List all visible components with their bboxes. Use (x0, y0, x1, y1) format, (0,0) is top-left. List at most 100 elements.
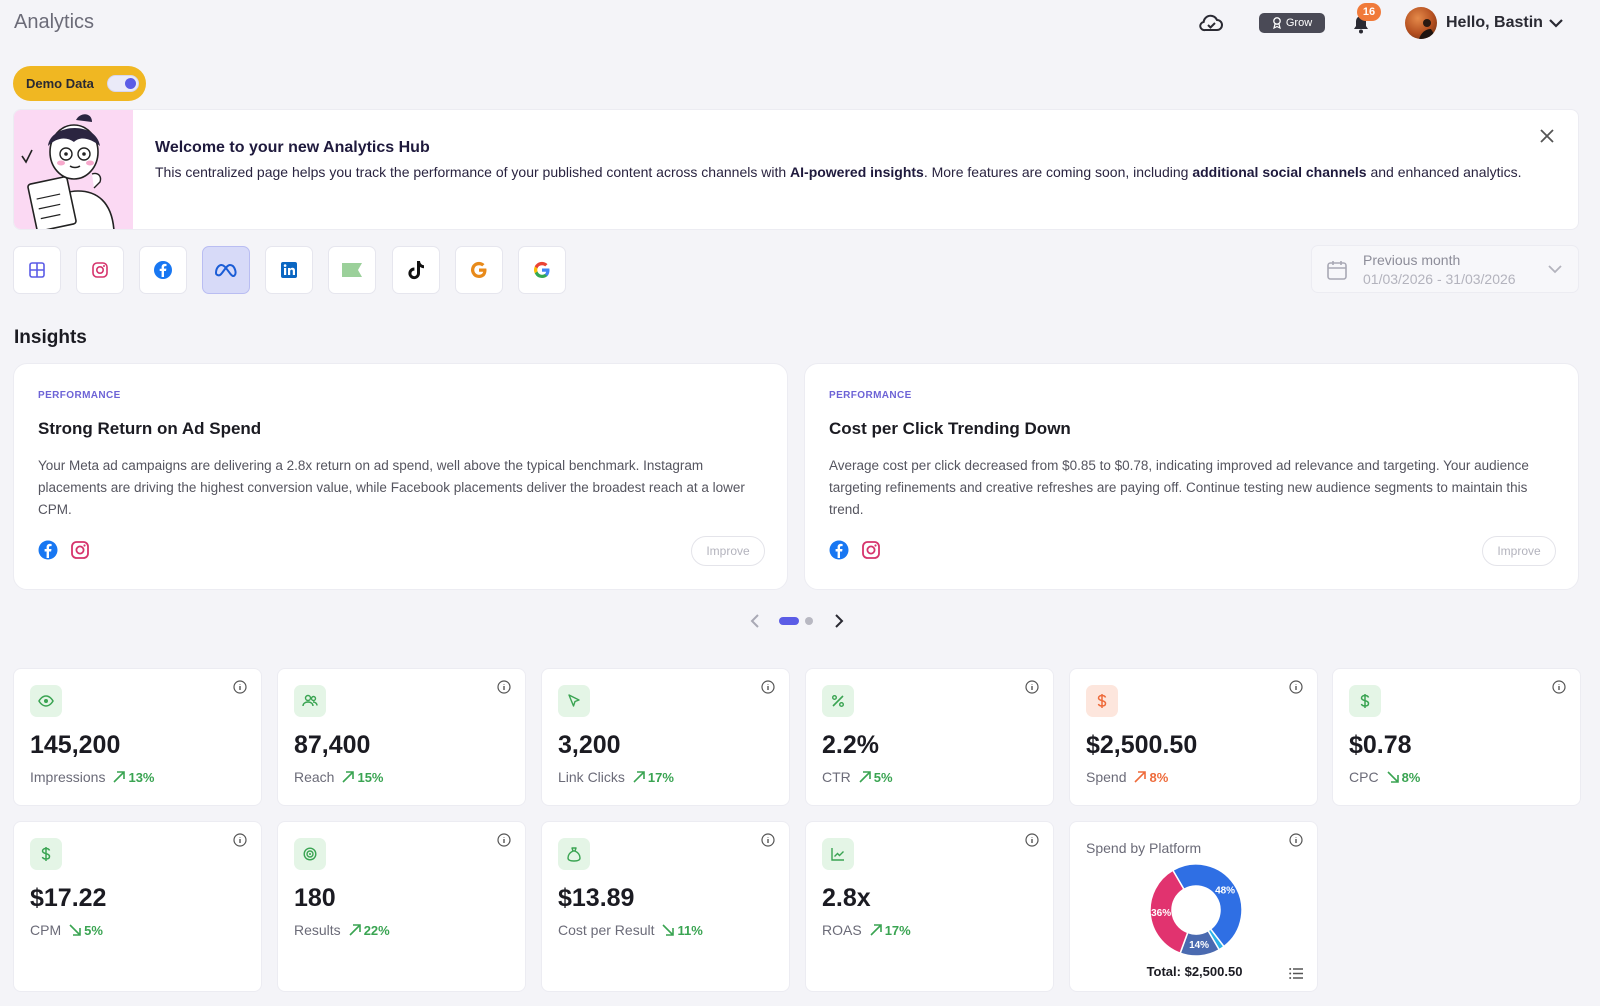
tiktok-icon (408, 261, 424, 280)
insight-platform-icons (38, 540, 90, 560)
target-icon (294, 838, 326, 870)
date-range-picker[interactable]: Previous month 01/03/2026 - 31/03/2026 (1311, 245, 1579, 293)
metric-label: Results (294, 922, 341, 938)
chevron-down-icon[interactable] (1548, 16, 1564, 30)
channel-tab-facebook[interactable] (139, 246, 187, 294)
metric-delta: 22% (349, 923, 390, 938)
award-icon (1272, 17, 1281, 29)
instagram-icon (92, 262, 108, 278)
metric-card-cpc: $0.78 CPC 8% (1332, 668, 1581, 806)
info-icon[interactable] (233, 680, 247, 694)
channel-tab-flag[interactable] (328, 246, 376, 294)
avatar[interactable] (1405, 7, 1437, 39)
channel-tab-all[interactable] (13, 246, 61, 294)
spend-by-platform-card: Spend by Platform 48% 14% 36% Total: $2,50… (1069, 821, 1318, 992)
info-icon[interactable] (1552, 680, 1566, 694)
metric-card-cost-per-result: $13.89 Cost per Result 11% (541, 821, 790, 992)
insight-body: Average cost per click decreased from $0… (829, 458, 1529, 517)
banner-illustration (14, 110, 133, 229)
page-title: Analytics (14, 11, 95, 33)
list-icon[interactable] (1289, 967, 1304, 980)
channel-tab-instagram[interactable] (76, 246, 124, 294)
info-icon[interactable] (497, 833, 511, 847)
info-icon[interactable] (761, 833, 775, 847)
trend-up-icon (859, 771, 871, 783)
user-greeting[interactable]: Hello, Bastin (1446, 14, 1543, 31)
channel-tab-google-business[interactable] (455, 246, 503, 294)
improve-button[interactable]: Improve (691, 536, 765, 566)
metric-delta: 5% (69, 923, 103, 938)
dollar-icon (1086, 685, 1118, 717)
chevron-right-icon[interactable] (832, 613, 846, 629)
donut-slice[interactable] (1171, 863, 1243, 948)
dollar-icon (1349, 685, 1381, 717)
metric-value: 145,200 (30, 731, 121, 759)
metric-value: 87,400 (294, 731, 371, 759)
channel-tab-meta[interactable] (202, 246, 250, 294)
channel-tab-google-ads[interactable] (518, 246, 566, 294)
metric-delta-value: 8% (1149, 769, 1169, 785)
banner-text-part: This centralized page helps you track th… (155, 164, 791, 180)
metric-card-spend: $2,500.50 Spend 8% (1069, 668, 1318, 806)
trend-up-icon (633, 771, 645, 783)
trend-up-icon (113, 771, 126, 783)
percent-icon (822, 685, 854, 717)
close-icon[interactable] (1538, 127, 1556, 145)
channel-tab-tiktok[interactable] (392, 246, 440, 294)
metric-delta-value: 17% (647, 769, 674, 785)
chevron-left-icon[interactable] (748, 613, 762, 629)
metric-label: Link Clicks (558, 769, 625, 785)
grow-button[interactable]: Grow (1259, 13, 1325, 33)
banner-title: Welcome to your new Analytics Hub (155, 139, 430, 156)
linkedin-icon (281, 262, 297, 278)
chart-line-icon (822, 838, 854, 870)
meta-icon (214, 263, 237, 277)
demo-data-toggle[interactable]: Demo Data (13, 66, 146, 101)
facebook-icon (38, 540, 58, 560)
banner-description: This centralized page helps you track th… (155, 163, 1525, 182)
info-icon[interactable] (1025, 833, 1039, 847)
banner-text-part: and enhanced analytics. (1366, 164, 1522, 180)
metric-label: Reach (294, 769, 335, 785)
donut-slice-label: 48% (1215, 886, 1235, 897)
eye-icon (30, 685, 62, 717)
metric-card-results: 180 Results 22% (277, 821, 526, 992)
banner-bold-ai-insights: AI-powered insights (790, 164, 924, 180)
cloud-sync-icon[interactable] (1198, 12, 1224, 34)
spend-donut-chart[interactable]: 48% 14% 36% (1148, 862, 1244, 958)
cursor-icon (558, 685, 590, 717)
metric-delta-value: 22% (363, 922, 390, 938)
insight-card: PERFORMANCE Strong Return on Ad Spend Yo… (13, 363, 788, 590)
info-icon[interactable] (233, 833, 247, 847)
carousel-dot-active[interactable] (779, 617, 799, 625)
notification-count-badge: 16 (1357, 3, 1381, 21)
google-icon (533, 261, 550, 278)
info-icon[interactable] (497, 680, 511, 694)
donut-slice-label: 36% (1151, 908, 1171, 919)
metric-delta: 13% (113, 770, 155, 785)
info-icon[interactable] (1289, 680, 1303, 694)
chevron-down-icon (1548, 265, 1562, 274)
insight-category: PERFORMANCE (38, 390, 121, 401)
insight-card: PERFORMANCE Cost per Click Trending Down… (804, 363, 1579, 590)
demo-data-label: Demo Data (26, 76, 94, 91)
banner-bold-channels: additional social channels (1192, 164, 1367, 180)
improve-button[interactable]: Improve (1482, 536, 1556, 566)
carousel-dot[interactable] (805, 617, 813, 625)
channel-tab-linkedin[interactable] (265, 246, 313, 294)
donut-slice[interactable] (1149, 869, 1189, 955)
info-icon[interactable] (1025, 680, 1039, 694)
grow-button-label: Grow (1285, 17, 1313, 29)
metric-delta-value: 5% (873, 769, 893, 785)
trend-down-icon (69, 924, 81, 936)
metric-value: $0.78 (1349, 731, 1412, 759)
metric-card-cpm: $17.22 CPM 5% (13, 821, 262, 992)
chart-total: Total: $2,500.50 (1146, 964, 1243, 979)
metric-value: 3,200 (558, 731, 621, 759)
demo-data-switch[interactable] (107, 75, 139, 92)
info-icon[interactable] (761, 680, 775, 694)
metric-delta-value: 5% (84, 922, 103, 938)
banner-text-part: . More features are coming soon, includi… (923, 164, 1193, 180)
calendar-icon (1327, 261, 1347, 280)
info-icon[interactable] (1289, 833, 1303, 847)
